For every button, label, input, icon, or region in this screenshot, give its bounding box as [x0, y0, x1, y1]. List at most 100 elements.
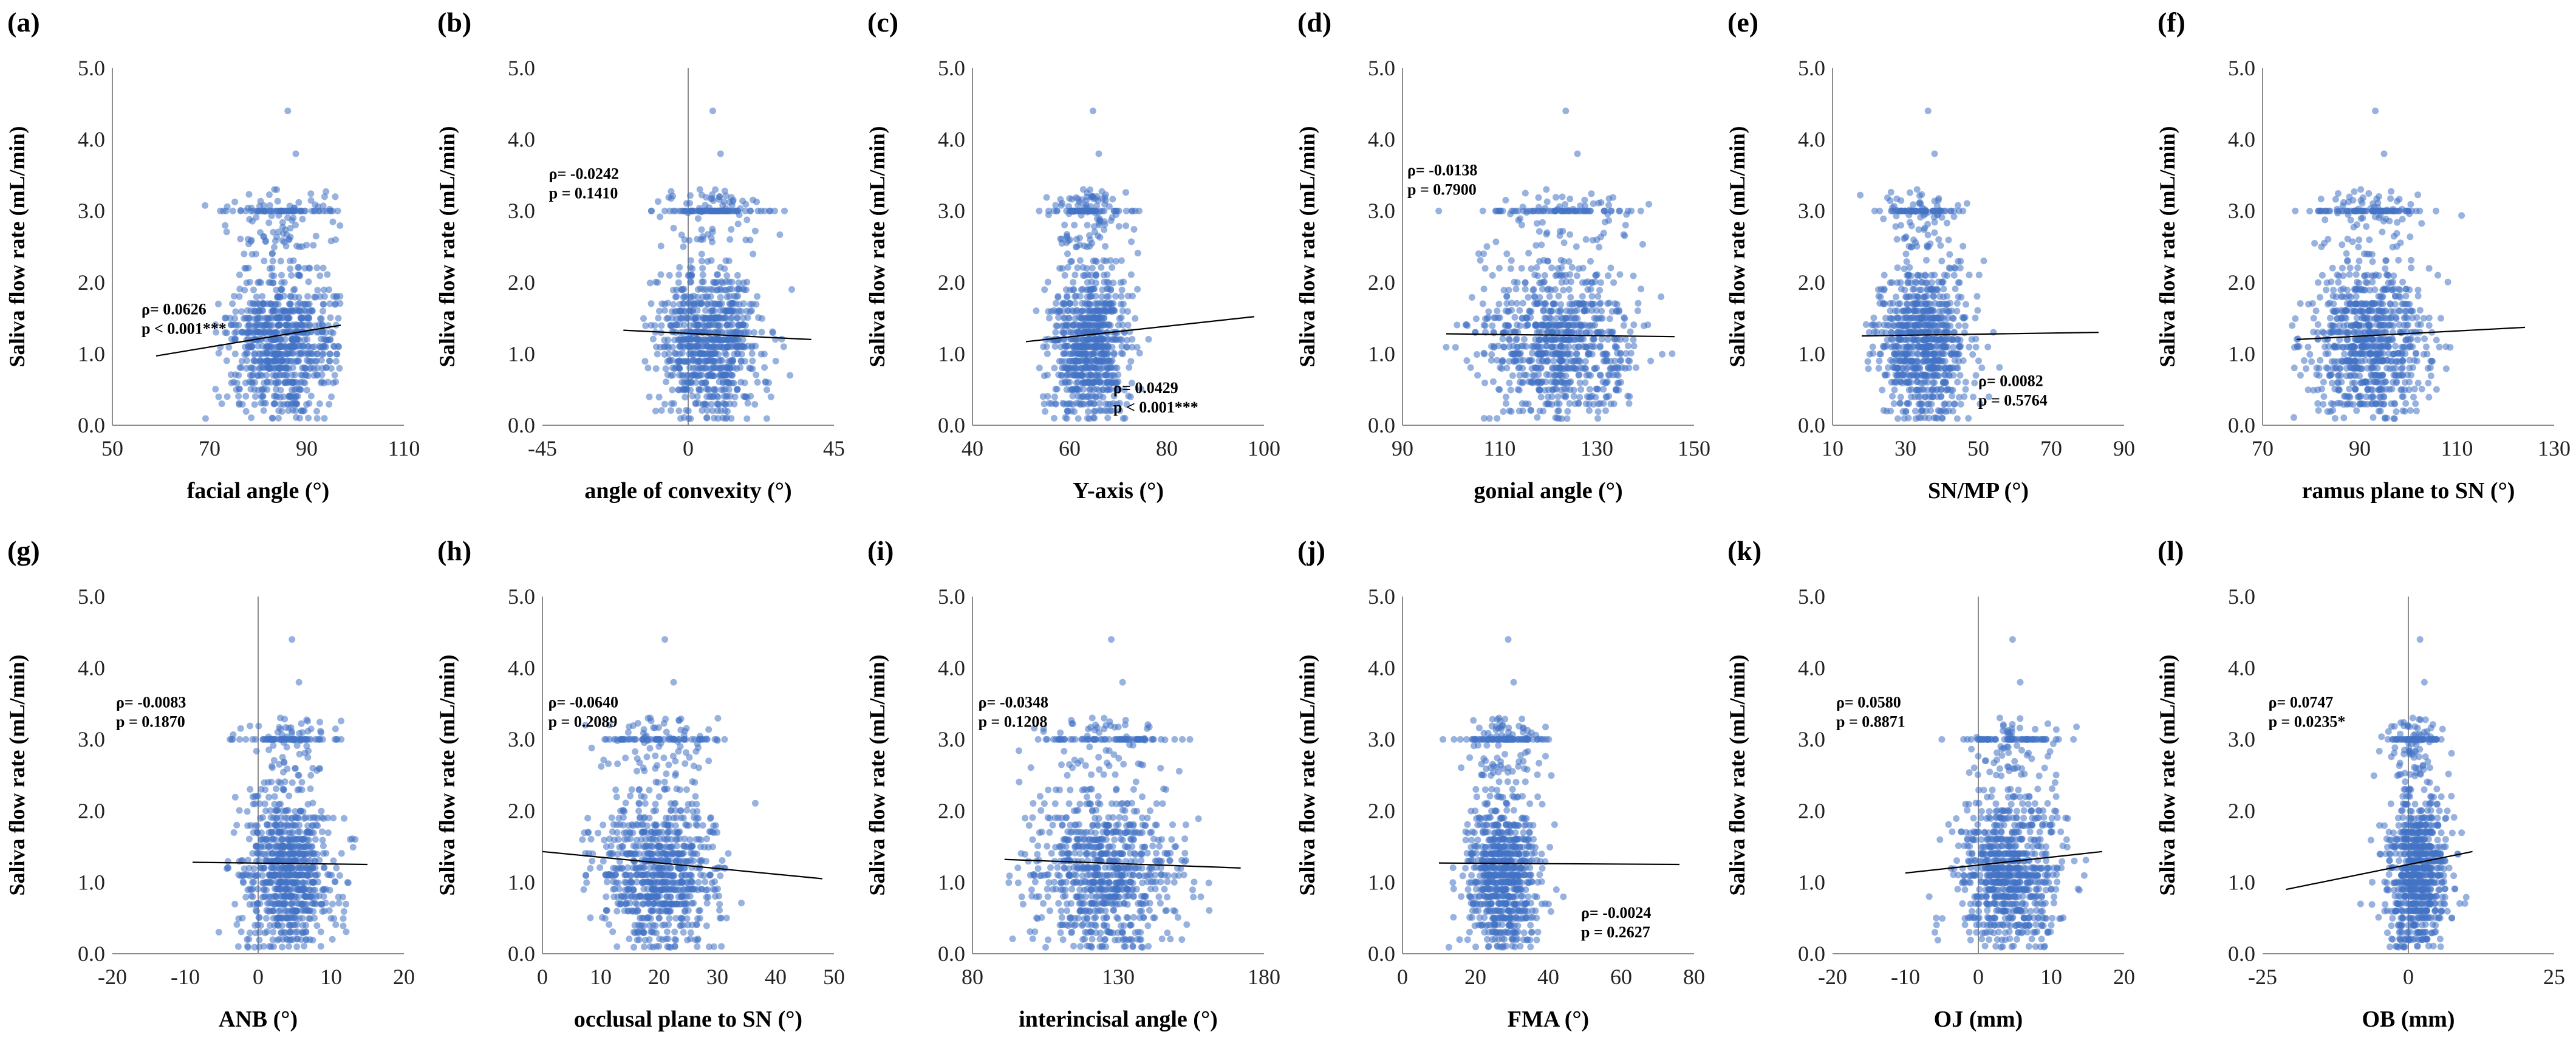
data-point: [304, 301, 312, 308]
data-point: [1134, 286, 1141, 293]
data-point: [1067, 236, 1074, 244]
regression-line: [1025, 316, 1255, 343]
data-point: [1881, 321, 1888, 329]
data-point: [1891, 343, 1899, 351]
data-point: [1635, 299, 1642, 307]
data-point: [1542, 301, 1549, 308]
data-point: [702, 315, 708, 322]
data-point: [1955, 293, 1962, 301]
data-point: [1521, 371, 1528, 378]
data-point: [300, 343, 307, 350]
data-point: [1639, 241, 1646, 248]
data-point: [1659, 351, 1666, 358]
data-point: [1618, 378, 1624, 386]
panel-letter: (d): [1297, 7, 1331, 38]
data-point: [1916, 286, 1923, 293]
data-point: [1887, 207, 1894, 214]
data-point: [1102, 400, 1109, 408]
data-point: [1935, 236, 1942, 243]
data-point: [717, 150, 724, 157]
data-point: [1577, 322, 1584, 329]
data-point: [1947, 207, 1954, 214]
data-point: [661, 307, 668, 314]
data-point: [757, 207, 765, 214]
data-point: [1927, 286, 1934, 293]
data-point: [1903, 258, 1910, 265]
x-tick-label: 90: [1392, 436, 1413, 460]
data-point: [1896, 300, 1904, 307]
data-point: [1976, 400, 1984, 408]
data-point: [1061, 322, 1068, 329]
data-point: [1912, 207, 1919, 214]
data-point: [747, 392, 754, 400]
data-point: [1554, 408, 1562, 415]
data-point: [282, 378, 289, 386]
data-point: [1877, 351, 1884, 358]
data-point: [726, 236, 734, 243]
data-point: [1129, 292, 1136, 299]
data-point: [1545, 386, 1553, 394]
data-point: [1901, 265, 1908, 272]
data-point: [1957, 400, 1964, 408]
data-point: [1130, 226, 1138, 233]
data-point: [320, 350, 327, 357]
data-point: [697, 236, 705, 243]
data-point: [236, 364, 244, 371]
data-point: [1573, 365, 1580, 372]
data-point: [1669, 350, 1676, 357]
data-point: [691, 207, 698, 214]
data-point: [753, 198, 760, 205]
data-point: [1528, 265, 1535, 272]
x-axis-label: angle of convexity (°): [584, 478, 791, 504]
data-point: [1916, 199, 1924, 206]
data-point: [1505, 308, 1512, 315]
data-point: [1538, 343, 1545, 351]
data-point: [694, 393, 701, 400]
data-point: [1074, 264, 1081, 272]
data-point: [1112, 293, 1119, 300]
data-point: [1566, 231, 1574, 238]
data-point: [1905, 379, 1912, 386]
data-point: [737, 364, 744, 371]
data-point: [2414, 286, 2422, 293]
data-point: [1943, 301, 1950, 308]
data-point: [675, 279, 682, 286]
data-point: [2371, 286, 2379, 293]
data-point: [2320, 329, 2328, 337]
data-point: [661, 207, 668, 214]
data-point: [1973, 293, 1981, 300]
data-point: [695, 358, 702, 365]
data-point: [714, 286, 722, 293]
data-point: [1071, 408, 1078, 415]
data-point: [743, 415, 751, 422]
data-point: [1950, 400, 1958, 408]
data-point: [669, 344, 676, 351]
data-point: [301, 350, 309, 357]
data-point: [1575, 400, 1582, 407]
data-point: [1109, 301, 1116, 308]
data-point: [1593, 385, 1601, 392]
data-point: [2382, 386, 2390, 393]
data-point: [256, 301, 263, 308]
data-point: [1528, 343, 1536, 350]
data-point: [1119, 300, 1127, 307]
data-point: [699, 293, 706, 301]
data-point: [1923, 349, 1930, 357]
data-point: [1090, 400, 1098, 407]
data-point: [1535, 194, 1542, 201]
data-point: [319, 321, 326, 328]
data-point: [1942, 328, 1949, 335]
data-point: [1949, 408, 1956, 415]
data-point: [313, 408, 320, 415]
data-point: [695, 386, 703, 394]
data-point: [1452, 344, 1459, 351]
data-point: [1934, 372, 1941, 379]
data-point: [1590, 335, 1597, 343]
data-point: [2355, 244, 2362, 251]
data-point: [316, 315, 324, 322]
data-point: [668, 407, 674, 414]
data-point: [1497, 207, 1504, 214]
data-point: [313, 329, 320, 336]
data-point: [295, 350, 302, 357]
data-point: [1543, 371, 1550, 378]
